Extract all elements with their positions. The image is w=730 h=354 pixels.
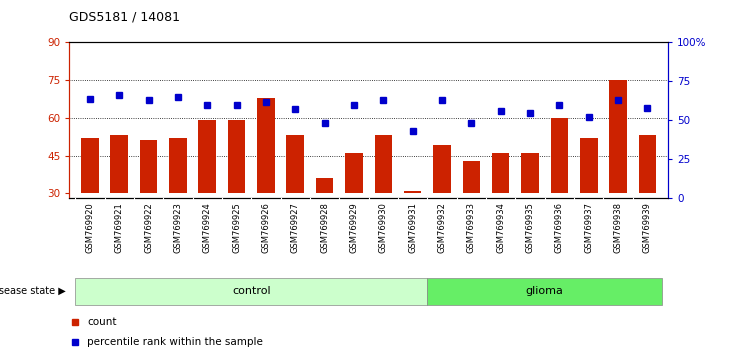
Text: control: control	[232, 286, 271, 296]
Text: GSM769926: GSM769926	[261, 202, 270, 253]
Text: GSM769934: GSM769934	[496, 202, 505, 253]
Bar	[550, 118, 568, 193]
Bar	[75, 278, 427, 305]
Text: GSM769922: GSM769922	[144, 202, 153, 253]
Text: GSM769932: GSM769932	[437, 202, 447, 253]
Text: GSM769921: GSM769921	[115, 202, 123, 253]
Bar	[316, 178, 334, 193]
Bar	[580, 138, 598, 193]
Text: count: count	[88, 317, 117, 327]
Bar	[433, 145, 451, 193]
Bar	[199, 120, 216, 193]
Bar	[639, 136, 656, 193]
Text: GSM769930: GSM769930	[379, 202, 388, 253]
Text: disease state ▶: disease state ▶	[0, 286, 66, 296]
Text: GSM769931: GSM769931	[408, 202, 417, 253]
Text: GSM769938: GSM769938	[614, 202, 623, 253]
Bar	[345, 153, 363, 193]
Text: percentile rank within the sample: percentile rank within the sample	[88, 337, 264, 348]
Bar	[521, 153, 539, 193]
Bar	[374, 136, 392, 193]
Bar	[228, 120, 245, 193]
Text: GSM769933: GSM769933	[467, 202, 476, 253]
Text: GSM769927: GSM769927	[291, 202, 300, 253]
Text: glioma: glioma	[526, 286, 564, 296]
Text: GSM769928: GSM769928	[320, 202, 329, 253]
Bar	[257, 98, 274, 193]
Text: GSM769939: GSM769939	[643, 202, 652, 253]
Bar	[139, 141, 158, 193]
Text: GSM769920: GSM769920	[85, 202, 94, 253]
Bar	[286, 136, 304, 193]
Bar	[81, 138, 99, 193]
Text: GSM769929: GSM769929	[350, 202, 358, 253]
Bar	[110, 136, 128, 193]
Text: GSM769923: GSM769923	[174, 202, 182, 253]
Bar	[610, 80, 627, 193]
Text: GSM769936: GSM769936	[555, 202, 564, 253]
Bar	[169, 138, 187, 193]
Bar	[404, 191, 421, 193]
Bar	[463, 161, 480, 193]
Bar	[427, 278, 662, 305]
Bar	[492, 153, 510, 193]
Text: GSM769937: GSM769937	[584, 202, 593, 253]
Text: GDS5181 / 14081: GDS5181 / 14081	[69, 11, 180, 24]
Text: GSM769924: GSM769924	[203, 202, 212, 253]
Text: GSM769935: GSM769935	[526, 202, 534, 253]
Text: GSM769925: GSM769925	[232, 202, 241, 253]
